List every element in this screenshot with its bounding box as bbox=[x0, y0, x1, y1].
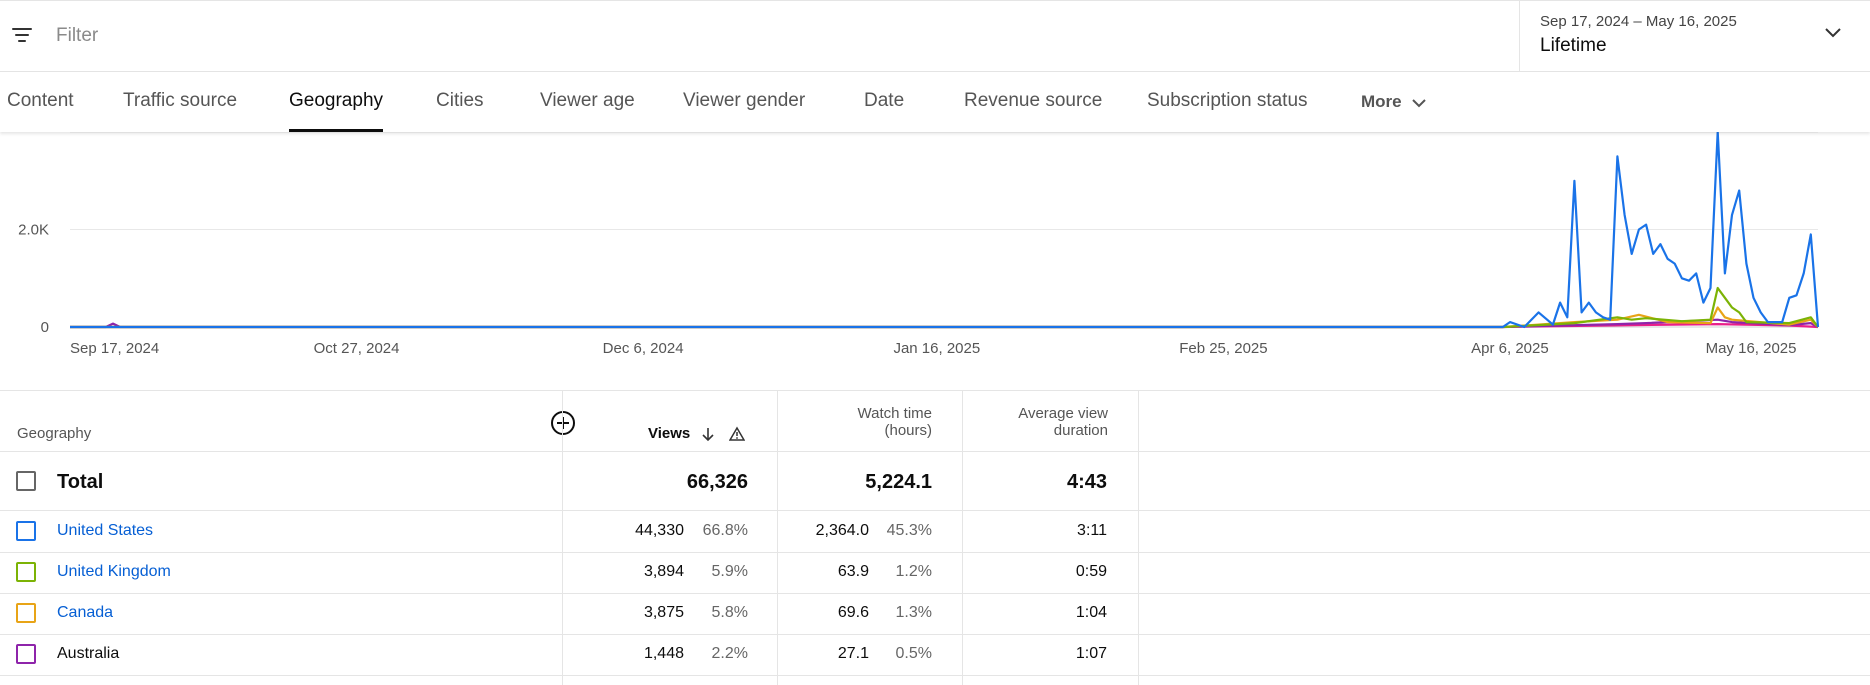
row-divider bbox=[0, 552, 1870, 553]
column-divider bbox=[962, 391, 963, 685]
views-percent: 5.9% bbox=[711, 563, 748, 580]
series-line bbox=[70, 132, 1820, 329]
country-name[interactable]: Canada bbox=[57, 604, 114, 621]
x-tick-label: Jan 16, 2025 bbox=[893, 340, 980, 357]
tab-viewer-gender[interactable]: Viewer gender bbox=[683, 90, 806, 111]
series-line bbox=[70, 286, 1819, 329]
average-view-duration-value: 1:04 bbox=[1075, 604, 1107, 621]
tab-subscription-status[interactable]: Subscription status bbox=[1147, 90, 1308, 111]
row-divider bbox=[0, 510, 1870, 511]
total-checkbox[interactable] bbox=[16, 471, 36, 491]
x-tick-label: Feb 25, 2025 bbox=[1179, 340, 1267, 357]
total-average-view-duration: 4:43 bbox=[1066, 471, 1107, 493]
filter-bar: Filter Sep 17, 2024 – May 16, 2025 Lifet… bbox=[0, 0, 1870, 72]
views-value: 1,448 bbox=[643, 645, 684, 662]
row-checkbox[interactable] bbox=[16, 521, 36, 541]
average-view-duration-value: 0:59 bbox=[1075, 563, 1107, 580]
filter-input[interactable]: Filter bbox=[56, 25, 99, 46]
row-checkbox[interactable] bbox=[16, 562, 36, 582]
filter-icon[interactable] bbox=[12, 28, 32, 44]
chart-table-divider bbox=[0, 390, 1870, 391]
row-divider bbox=[0, 451, 1870, 452]
average-view-duration-value: 1:07 bbox=[1075, 645, 1107, 662]
country-name[interactable]: United States bbox=[57, 522, 154, 539]
watch-time-percent: 45.3% bbox=[886, 522, 932, 539]
x-tick-label: Dec 6, 2024 bbox=[603, 340, 684, 357]
header-geography: Geography bbox=[17, 425, 92, 442]
watch-time-percent: 1.3% bbox=[895, 604, 932, 621]
tab-content[interactable]: Content bbox=[7, 90, 74, 111]
total-label: Total bbox=[57, 471, 104, 493]
line-chart: 0 2.0K Sep 17, 2024 Oct 27, 2024 Dec 6, 2024… bbox=[0, 132, 1870, 392]
add-column-icon[interactable] bbox=[551, 411, 575, 435]
column-divider bbox=[1138, 391, 1139, 685]
header-watch-time: Watch time (hours) bbox=[857, 405, 932, 439]
geography-table: Geography Views Watch time (hours) Avera… bbox=[0, 391, 1870, 685]
x-tick-label: Oct 27, 2024 bbox=[314, 340, 400, 357]
header-average-view-duration: Average view duration bbox=[1018, 405, 1108, 439]
sort-down-icon[interactable] bbox=[700, 426, 716, 442]
row-divider bbox=[0, 593, 1870, 594]
date-range-picker[interactable]: Sep 17, 2024 – May 16, 2025 Lifetime bbox=[1519, 1, 1870, 72]
tab-date[interactable]: Date bbox=[864, 90, 905, 111]
chevron-down-icon bbox=[1825, 28, 1841, 38]
watch-time-value: 2,364.0 bbox=[815, 522, 869, 539]
y-tick-label: 2.0K bbox=[18, 222, 49, 239]
watch-time-percent: 0.5% bbox=[895, 645, 932, 662]
chart-svg: 0 2.0K Sep 17, 2024 Oct 27, 2024 Dec 6, 2024… bbox=[18, 132, 1820, 357]
average-view-duration-value: 3:11 bbox=[1077, 522, 1107, 539]
tab-cities[interactable]: Cities bbox=[436, 90, 484, 111]
tab-revenue-source[interactable]: Revenue source bbox=[964, 90, 1103, 111]
watch-time-value: 69.6 bbox=[837, 604, 869, 621]
country-name: Australia bbox=[57, 645, 120, 662]
views-value: 44,330 bbox=[635, 522, 684, 539]
active-tab-indicator bbox=[289, 129, 384, 132]
watch-time-value: 63.9 bbox=[837, 563, 869, 580]
x-tick-label: May 16, 2025 bbox=[1706, 340, 1797, 357]
row-divider bbox=[0, 634, 1870, 635]
chevron-down-icon bbox=[1412, 98, 1427, 107]
x-tick-label: Apr 6, 2025 bbox=[1471, 340, 1549, 357]
views-value: 3,894 bbox=[643, 563, 684, 580]
date-range-text: Sep 17, 2024 – May 16, 2025 bbox=[1540, 13, 1737, 30]
row-checkbox[interactable] bbox=[16, 603, 36, 623]
total-watch-time: 5,224.1 bbox=[865, 471, 932, 493]
more-tabs-button[interactable]: More bbox=[1361, 92, 1427, 134]
column-divider bbox=[562, 391, 563, 685]
watch-time-percent: 1.2% bbox=[895, 563, 932, 580]
row-divider bbox=[0, 675, 1870, 676]
row-checkbox[interactable] bbox=[16, 644, 36, 664]
views-percent: 66.8% bbox=[702, 522, 748, 539]
column-divider bbox=[777, 391, 778, 685]
watch-time-value: 27.1 bbox=[837, 645, 869, 662]
x-tick-label: Sep 17, 2024 bbox=[70, 340, 159, 357]
y-tick-label: 0 bbox=[41, 319, 49, 336]
views-percent: 2.2% bbox=[711, 645, 748, 662]
views-percent: 5.8% bbox=[711, 604, 748, 621]
tab-traffic-source[interactable]: Traffic source bbox=[123, 90, 238, 111]
country-name[interactable]: United Kingdom bbox=[57, 563, 171, 580]
date-period-text: Lifetime bbox=[1540, 35, 1607, 56]
warning-icon[interactable] bbox=[729, 426, 745, 442]
tab-viewer-age[interactable]: Viewer age bbox=[540, 90, 635, 111]
report-tabs: Content Traffic source Geography Cities … bbox=[0, 72, 1870, 132]
total-views: 66,326 bbox=[686, 471, 748, 493]
header-views[interactable]: Views bbox=[648, 425, 691, 442]
tab-geography[interactable]: Geography bbox=[289, 90, 384, 132]
views-value: 3,875 bbox=[643, 604, 684, 621]
